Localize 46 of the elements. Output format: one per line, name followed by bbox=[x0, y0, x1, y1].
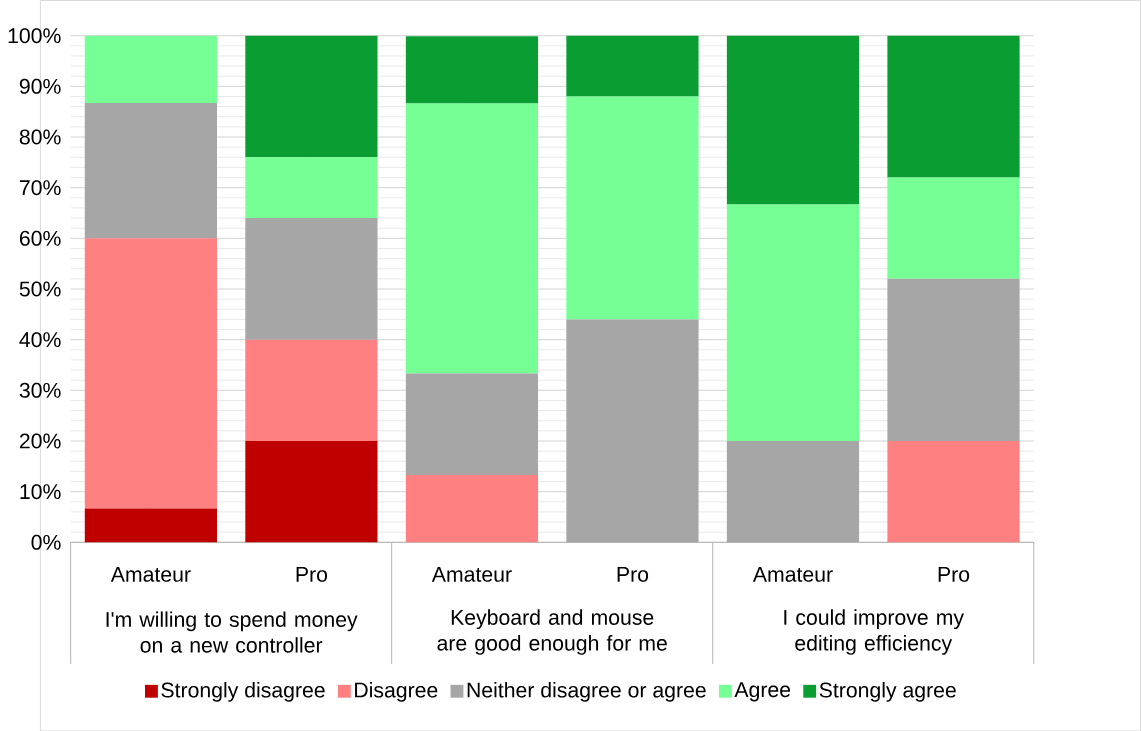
y-tick-label: 30% bbox=[19, 382, 61, 398]
bar bbox=[726, 35, 860, 205]
bar bbox=[405, 474, 539, 543]
x-tick-label: Amateur bbox=[752, 566, 833, 582]
bar bbox=[245, 35, 378, 158]
bar bbox=[405, 103, 539, 374]
bar bbox=[726, 204, 860, 441]
bar bbox=[887, 35, 1020, 178]
bar bbox=[405, 35, 539, 104]
legend-label: Disagree bbox=[355, 681, 438, 702]
bar bbox=[887, 177, 1020, 279]
bar bbox=[84, 508, 218, 543]
legend-label: Agree bbox=[734, 682, 791, 702]
y-tick-label: 80% bbox=[19, 129, 61, 145]
y-tick-label: 50% bbox=[19, 281, 61, 297]
bar bbox=[84, 35, 218, 103]
legend-label: Neither disagree or agree bbox=[467, 681, 706, 702]
x-tick-label: Pro bbox=[617, 566, 649, 582]
bar bbox=[405, 373, 539, 475]
bar bbox=[566, 35, 699, 97]
bar bbox=[245, 440, 378, 543]
bar bbox=[245, 339, 378, 441]
y-tick-label: 0% bbox=[31, 534, 61, 550]
y-tick-label: 70% bbox=[19, 179, 61, 195]
bar bbox=[245, 217, 378, 340]
y-tick-label: 100% bbox=[8, 27, 61, 43]
y-tick-label: 40% bbox=[19, 331, 61, 347]
x-tick-label: Amateur bbox=[431, 566, 512, 582]
y-tick-label: 20% bbox=[19, 433, 61, 449]
y-tick-label: 10% bbox=[20, 483, 61, 499]
bar bbox=[84, 102, 218, 239]
bar bbox=[245, 157, 378, 218]
legend-label: Strongly disagree bbox=[161, 681, 325, 702]
text: I could improve my editing efficiency bbox=[784, 609, 964, 655]
x-tick-label: Pro bbox=[296, 566, 328, 582]
y-tick-label: 60% bbox=[19, 230, 61, 246]
bar bbox=[887, 278, 1020, 441]
bar bbox=[887, 440, 1020, 543]
x-tick-label: Pro bbox=[938, 566, 970, 582]
y-tick-label: 90% bbox=[19, 78, 61, 94]
x-tick-label: Amateur bbox=[110, 566, 191, 582]
bar bbox=[566, 96, 699, 320]
bar bbox=[84, 238, 218, 509]
text: I'm willing to spend money on a new controller bbox=[106, 611, 358, 653]
text: Keyboard and mouse are good enough for me bbox=[437, 609, 667, 655]
legend-label: Strongly agree bbox=[819, 681, 956, 702]
